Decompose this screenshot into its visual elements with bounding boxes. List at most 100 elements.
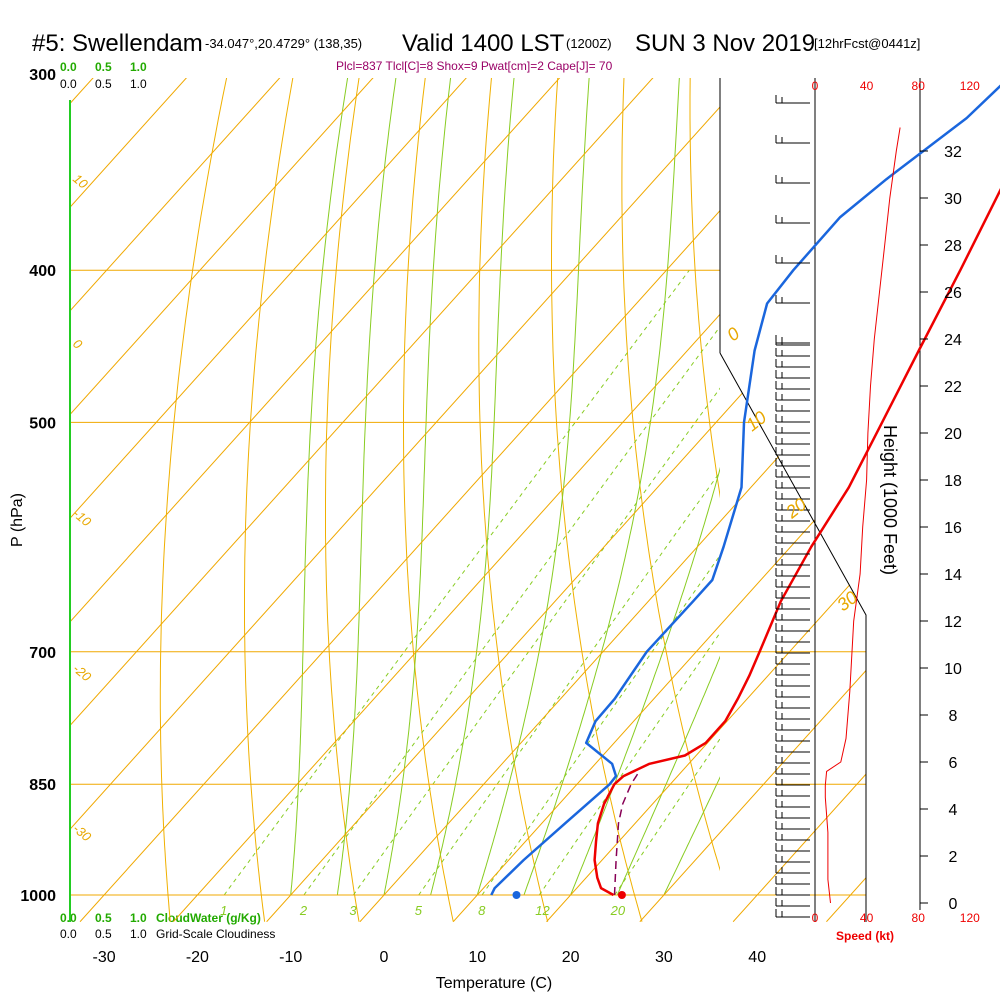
- wind-barb: [775, 458, 810, 467]
- height-tick-label: 20: [944, 426, 962, 443]
- mixing-ratio-label: 3: [349, 903, 357, 918]
- wind-barb: [775, 656, 810, 665]
- temperature-profile-line: [593, 188, 1000, 897]
- isotherm-line: [639, 78, 866, 922]
- height-tick-label: 26: [944, 285, 962, 302]
- wind-barb: [775, 491, 810, 500]
- isotherm-line: [452, 78, 866, 922]
- wind-barb: [775, 370, 810, 379]
- wind-barb: [775, 810, 810, 819]
- main-plot-area: [159, 78, 720, 922]
- wind-barb: [775, 832, 810, 841]
- wind-panel: [775, 95, 901, 918]
- cloudwater-bottom-05: 0.5: [95, 911, 112, 925]
- wind-barb: [775, 414, 810, 423]
- dry-adiabat-line: [159, 78, 228, 922]
- surface-temperature-marker: [617, 891, 626, 899]
- mixing-ratio-label: 12: [535, 903, 550, 918]
- speed-tick-label-bottom: 120: [960, 911, 980, 925]
- isotherm-line: [70, 78, 514, 922]
- wind-barb: [775, 634, 810, 643]
- wind-barb: [775, 755, 810, 764]
- wind-barb: [775, 843, 810, 852]
- surface-dewpoint-marker: [512, 891, 521, 899]
- height-tick-label: 24: [944, 332, 962, 349]
- cloudiness-label: Grid-Scale Cloudiness: [156, 927, 275, 941]
- x-tick-label: -10: [279, 949, 302, 966]
- height-tick-label: 8: [949, 708, 958, 725]
- x-axis-title: Temperature (C): [436, 975, 552, 992]
- height-tick-label: 12: [944, 614, 962, 631]
- isotherm-line: [70, 78, 866, 922]
- wind-barb: [775, 381, 810, 390]
- wind-barb: [775, 590, 810, 599]
- isotherm-line: [70, 78, 328, 922]
- x-tick-label: 20: [562, 949, 580, 966]
- wind-barb: [775, 175, 810, 184]
- wind-barb: [775, 425, 810, 434]
- height-tick-label: 28: [944, 238, 962, 255]
- wind-barb: [775, 295, 810, 304]
- moist-adiabat-line: [430, 78, 515, 896]
- dry-adiabat-line: [325, 78, 360, 922]
- wind-barb: [775, 447, 810, 456]
- isotherm-label: 30: [833, 587, 861, 615]
- wind-barb: [775, 359, 810, 368]
- wind-barb: [775, 135, 810, 144]
- wind-barb: [775, 557, 810, 566]
- height-tick-label: 32: [944, 144, 962, 161]
- sounding-indices: Plcl=837 Tlcl[C]=8 Shox=9 Pwat[cm]=2 Cap…: [336, 59, 613, 73]
- isotherm-line: [70, 78, 608, 922]
- cloudiness-top-05: 0.5: [95, 77, 112, 91]
- speed-tick-label-top: 80: [912, 79, 926, 93]
- y-axis-title: P (hPa): [9, 493, 26, 547]
- pressure-tick-label: 500: [29, 415, 56, 432]
- wind-barb: [775, 513, 810, 522]
- mixing-ratio-line: [614, 738, 720, 896]
- cloudwater-top-05: 0.5: [95, 60, 112, 74]
- moist-adiabat-line: [570, 466, 720, 896]
- dry-adiabat-line: [551, 78, 643, 922]
- x-tick-label: -20: [186, 949, 209, 966]
- wind-barb: [775, 392, 810, 401]
- moist-adiabat-line: [383, 78, 452, 896]
- wind-barb: [775, 215, 810, 224]
- moist-adiabat-line: [476, 78, 590, 896]
- extended-plot-area: [70, 78, 866, 922]
- wind-barb: [775, 469, 810, 478]
- isotherm-label: 20: [781, 494, 810, 523]
- height-axis-title: Height (1000 Feet): [880, 425, 900, 575]
- dry-adiabat-line: [621, 78, 720, 872]
- wind-barb: [775, 700, 810, 709]
- wind-barb: [775, 876, 810, 885]
- wind-speed-line: [824, 127, 901, 904]
- wind-barb: [775, 821, 810, 830]
- cloudiness-bottom-0: 0.0: [60, 927, 77, 941]
- wind-barb: [775, 546, 810, 555]
- wind-barb: [775, 854, 810, 863]
- height-tick-label: 0: [949, 896, 958, 913]
- dry-adiabat-label: 0: [70, 336, 86, 353]
- dry-adiabat-label: 10: [70, 171, 91, 192]
- wind-barb: [775, 568, 810, 577]
- mixing-ratio-label: 1: [220, 903, 227, 918]
- moist-adiabat-line: [290, 78, 349, 896]
- wind-barb: [775, 436, 810, 445]
- height-tick-label: 30: [944, 191, 962, 208]
- wind-barb: [775, 623, 810, 632]
- speed-axis-title: Speed (kt): [836, 929, 894, 943]
- height-tick-label: 14: [944, 567, 962, 584]
- x-tick-label: 40: [748, 949, 766, 966]
- wind-barb: [775, 667, 810, 676]
- mixing-ratio-line: [303, 325, 720, 896]
- wind-barb: [775, 733, 810, 742]
- isotherm-line: [546, 78, 866, 922]
- moist-adiabat-line: [523, 78, 680, 896]
- x-tick-label: 30: [655, 949, 673, 966]
- dewpoint-profile-line: [490, 84, 1000, 896]
- wind-barb: [775, 601, 810, 610]
- height-tick-label: 4: [949, 802, 958, 819]
- wind-barb: [775, 335, 810, 344]
- speed-tick-label-top: 0: [812, 79, 819, 93]
- dry-adiabat-line: [689, 78, 720, 499]
